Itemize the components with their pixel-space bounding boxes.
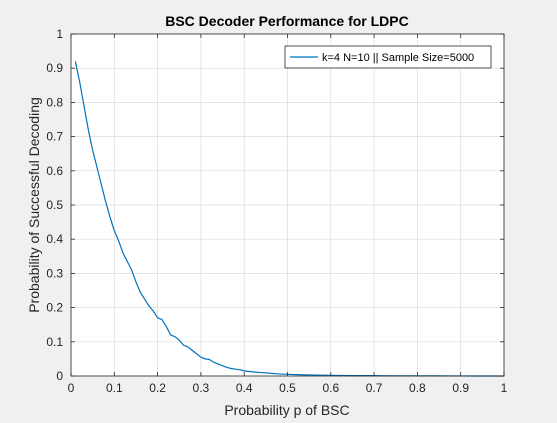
y-tick-label: 0.6 [46,164,63,178]
y-tick-label: 0.3 [46,266,63,280]
y-tick-label: 0.4 [46,232,63,246]
x-tick-label: 0.3 [193,381,210,395]
y-tick-label: 0.7 [46,130,63,144]
ticks: 0 0.1 0.2 0.3 0.4 0.5 0.6 0.7 0.8 0.9 1 0 0.1 0.2 0.3 0… [46,27,507,395]
x-tick-label: 0.6 [322,381,339,395]
legend-box [284,45,492,69]
y-tick-label: 0.5 [46,198,63,212]
x-tick-label: 0.2 [149,381,166,395]
x-tick-label: 0.8 [409,381,426,395]
y-tick-label: 0 [56,369,63,383]
x-axis-label: Probability p of BSC [224,402,349,418]
x-tick-label: 0.4 [236,381,253,395]
series-line-0 [74,61,505,377]
y-tick-label: 0.2 [46,301,63,315]
series-layer [74,61,505,377]
x-tick-label: 0.5 [279,381,296,395]
y-tick-label: 1 [56,27,63,41]
legend-entry: k=4 N=10 || Sample Size=5000 [322,52,474,64]
legend: k=4 N=10 || Sample Size=5000 [284,45,492,69]
chart-title: BSC Decoder Performance for LDPC [165,13,409,29]
y-tick-label: 0.8 [46,95,63,109]
x-tick-label: 0 [68,381,75,395]
y-tick-label: 0.9 [46,61,63,75]
x-tick-label: 0.9 [452,381,469,395]
y-tick-label: 0.1 [46,335,63,349]
x-tick-label: 1 [501,381,508,395]
x-tick-label: 0.1 [106,381,123,395]
x-tick-label: 0.7 [366,381,383,395]
y-axis-label: Probability of Successful Decoding [26,97,42,313]
